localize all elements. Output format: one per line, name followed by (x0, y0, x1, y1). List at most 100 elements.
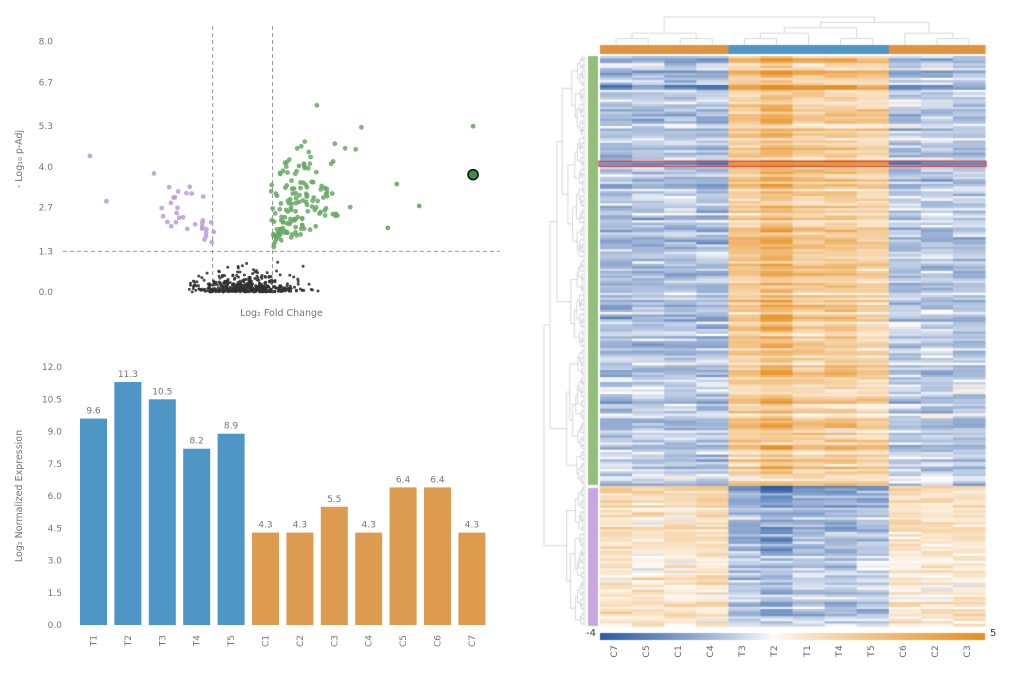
gene-point[interactable] (228, 285, 232, 289)
gene-point[interactable] (301, 264, 305, 268)
gene-point[interactable] (252, 268, 255, 272)
gene-point[interactable] (304, 184, 310, 190)
gene-point[interactable] (275, 269, 279, 273)
gene-point[interactable] (165, 219, 170, 225)
volcano-plot[interactable]: 8.0 6.7 5.3 4.0 2.7 1.3 0.0 - Log₁₀ p-Adj Log₂ F… (8, 6, 513, 342)
gene-point[interactable] (359, 124, 364, 130)
gene-point[interactable] (217, 290, 221, 294)
gene-point[interactable] (223, 289, 227, 293)
gene-point[interactable] (278, 273, 282, 277)
gene-point[interactable] (254, 284, 258, 288)
gene-point[interactable] (289, 287, 293, 291)
gene-point[interactable] (245, 262, 249, 265)
gene-point[interactable] (221, 285, 225, 289)
gene-point[interactable] (168, 200, 174, 206)
gene-point[interactable] (202, 278, 206, 282)
gene-point[interactable] (219, 282, 222, 286)
gene-point[interactable] (200, 276, 204, 280)
gene-point[interactable] (271, 219, 277, 225)
sample-bar[interactable] (252, 532, 279, 625)
gene-point[interactable] (254, 289, 258, 293)
sample-bar[interactable] (355, 532, 383, 625)
gene-point[interactable] (292, 275, 296, 279)
gene-point[interactable] (223, 279, 227, 283)
gene-point[interactable] (298, 185, 303, 191)
gene-point[interactable] (298, 232, 303, 237)
gene-point[interactable] (307, 227, 313, 233)
gene-point[interactable] (416, 203, 422, 209)
gene-point[interactable] (307, 161, 313, 167)
gene-point[interactable] (206, 286, 210, 290)
gene-point[interactable] (300, 180, 306, 186)
gene-point[interactable] (294, 232, 300, 238)
gene-point[interactable] (192, 221, 198, 227)
gene-point[interactable] (180, 214, 186, 220)
gene-point[interactable] (232, 282, 235, 286)
gene-point[interactable] (288, 273, 292, 277)
gene-point[interactable] (278, 201, 284, 206)
gene-point[interactable] (271, 231, 276, 237)
gene-point[interactable] (200, 287, 204, 291)
highlighted-gene-point[interactable] (467, 168, 479, 181)
gene-point[interactable] (313, 205, 319, 210)
gene-point[interactable] (268, 188, 274, 194)
gene-point[interactable] (240, 264, 244, 268)
gene-point[interactable] (223, 282, 227, 286)
gene-point[interactable] (245, 290, 248, 294)
gene-point[interactable] (330, 159, 336, 164)
gene-point[interactable] (291, 216, 297, 222)
gene-point[interactable] (278, 237, 284, 243)
gene-point[interactable] (197, 287, 201, 291)
gene-point[interactable] (159, 205, 165, 211)
gene-point[interactable] (166, 184, 172, 190)
gene-point[interactable] (231, 274, 235, 278)
gene-point[interactable] (258, 290, 262, 294)
gene-point[interactable] (251, 272, 255, 276)
gene-point[interactable] (241, 279, 245, 283)
gene-point[interactable] (221, 288, 225, 292)
gene-point[interactable] (203, 230, 209, 236)
gene-point[interactable] (270, 281, 274, 285)
gene-point[interactable] (332, 141, 338, 147)
gene-point[interactable] (304, 193, 310, 198)
gene-point[interactable] (278, 217, 284, 223)
gene-point[interactable] (197, 274, 201, 278)
gene-point[interactable] (236, 283, 240, 287)
gene-point[interactable] (87, 153, 93, 159)
gene-point[interactable] (313, 223, 319, 229)
gene-point[interactable] (217, 286, 220, 290)
gene-point[interactable] (301, 161, 307, 167)
gene-point[interactable] (160, 213, 166, 219)
gene-point[interactable] (256, 271, 259, 275)
gene-point[interactable] (248, 281, 252, 285)
gene-point[interactable] (303, 199, 309, 205)
gene-point[interactable] (104, 198, 109, 204)
gene-point[interactable] (217, 269, 221, 273)
sample-bar[interactable] (80, 418, 107, 625)
gene-point[interactable] (175, 205, 180, 211)
gene-point[interactable] (168, 223, 174, 229)
gene-point[interactable] (323, 205, 329, 211)
gene-point[interactable] (298, 226, 304, 232)
gene-point[interactable] (353, 146, 359, 152)
sample-bar[interactable] (114, 382, 142, 625)
gene-point[interactable] (235, 274, 239, 277)
gene-point[interactable] (236, 265, 240, 268)
gene-point[interactable] (240, 283, 244, 287)
gene-point[interactable] (191, 287, 195, 290)
gene-point[interactable] (470, 123, 476, 129)
heatmap[interactable] (540, 4, 1017, 644)
sample-bar[interactable] (389, 487, 417, 625)
gene-point[interactable] (289, 186, 295, 192)
gene-point[interactable] (285, 170, 290, 175)
gene-point[interactable] (263, 286, 267, 290)
gene-point[interactable] (195, 280, 199, 284)
gene-point[interactable] (270, 206, 275, 211)
gene-point[interactable] (273, 280, 277, 284)
gene-point[interactable] (264, 275, 267, 279)
gene-point[interactable] (322, 213, 328, 218)
gene-point[interactable] (309, 179, 314, 185)
gene-point[interactable] (247, 290, 251, 294)
gene-point[interactable] (190, 290, 194, 294)
gene-point[interactable] (272, 211, 278, 216)
